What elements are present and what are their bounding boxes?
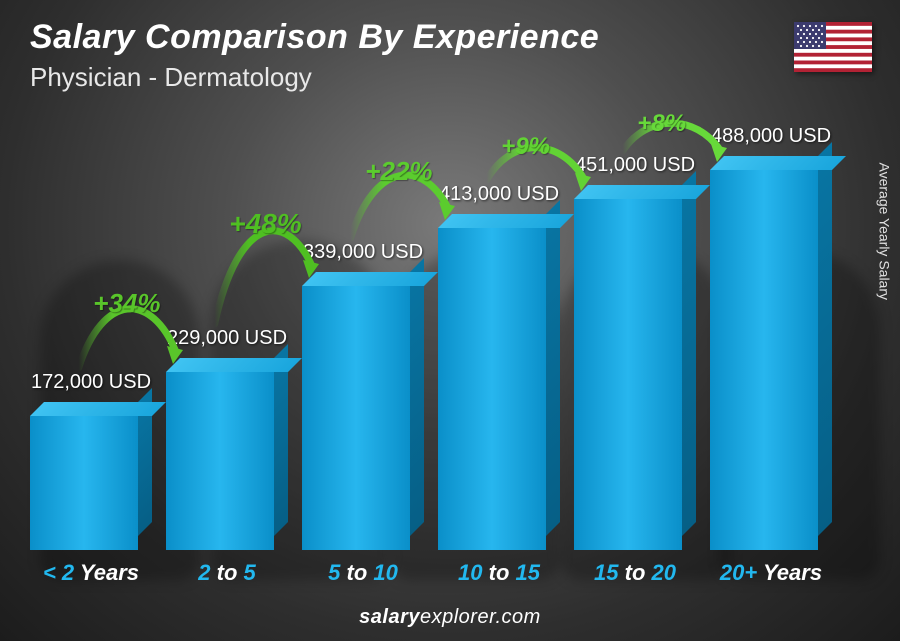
x-category-label: 20+ Years (702, 560, 840, 586)
xcat-num: 2 (198, 560, 210, 585)
footer-brand: salaryexplorer.com (0, 606, 900, 629)
xcat-num: 20 (652, 560, 676, 585)
xcat-num: 5 (244, 560, 256, 585)
footer-brand-rest: explorer.com (420, 606, 541, 628)
chart-title: Salary Comparison By Experience (30, 18, 599, 57)
xcat-num: 10 (373, 560, 397, 585)
increase-pct-label: +8% (637, 110, 686, 138)
x-category-label: < 2 Years (22, 560, 160, 586)
x-category-label: 15 to 20 (566, 560, 704, 586)
usa-flag-icon (794, 22, 872, 72)
xcat-word: Years (757, 560, 822, 585)
infographic-stage: Salary Comparison By Experience Physicia… (0, 0, 900, 641)
xcat-num: 15 (594, 560, 618, 585)
xcat-num: 5 (328, 560, 340, 585)
x-category-label: 2 to 5 (158, 560, 296, 586)
x-category-label: 5 to 10 (294, 560, 432, 586)
y-axis-label: Average Yearly Salary (876, 163, 892, 301)
x-category-label: 10 to 15 (430, 560, 568, 586)
bar-chart: 172,000 USD< 2 Years229,000 USD2 to 5339… (30, 120, 850, 550)
xcat-word: Years (74, 560, 139, 585)
xcat-to: to (340, 560, 373, 585)
xcat-to: to (483, 560, 516, 585)
xcat-to: to (619, 560, 652, 585)
footer-brand-bold: salary (359, 606, 420, 628)
xcat-num: 20+ (720, 560, 757, 585)
increase-arc: +8% (30, 120, 850, 550)
xcat-num: 10 (458, 560, 482, 585)
xcat-to: to (211, 560, 244, 585)
arc-svg (30, 120, 850, 550)
chart-subtitle: Physician - Dermatology (30, 62, 312, 93)
xcat-num: 15 (516, 560, 540, 585)
xcat-num: < 2 (43, 560, 74, 585)
